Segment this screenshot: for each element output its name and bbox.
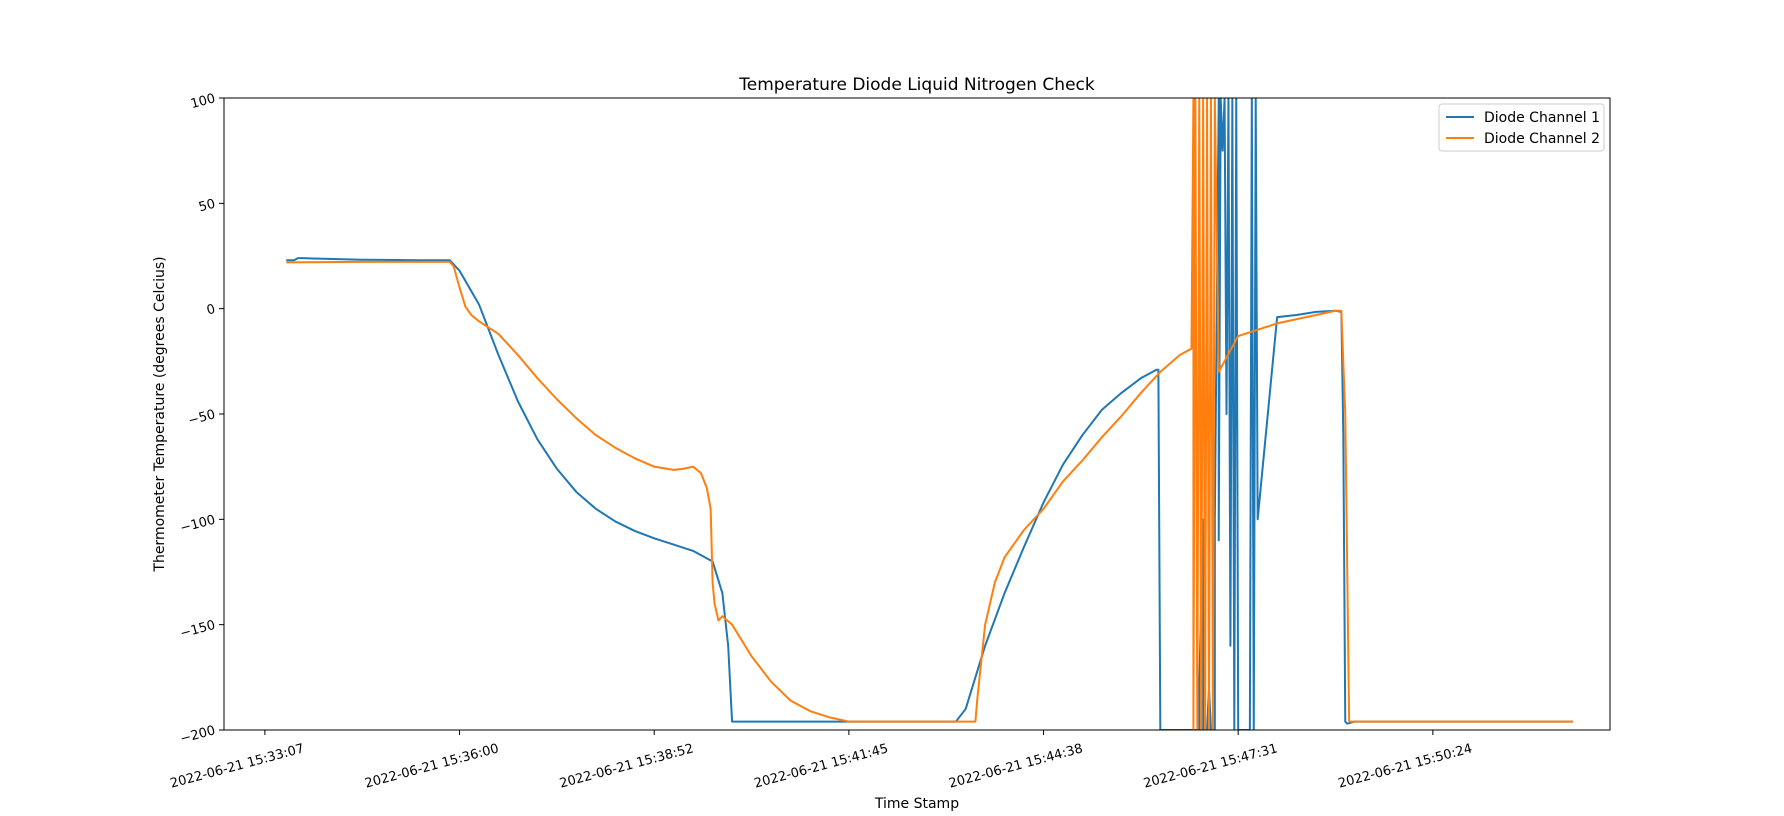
x-axis-label: Time Stamp bbox=[874, 796, 959, 812]
y-tick-label: 0 bbox=[205, 302, 217, 319]
series-layer bbox=[286, 98, 1574, 730]
y-tick-label: 100 bbox=[189, 91, 217, 112]
y-tick-label: −50 bbox=[187, 407, 217, 429]
series-line-channel-1 bbox=[286, 98, 1574, 730]
chart-title: Temperature Diode Liquid Nitrogen Check bbox=[738, 75, 1095, 95]
legend-label-channel-1: Diode Channel 1 bbox=[1484, 110, 1600, 126]
y-tick-label: 50 bbox=[197, 197, 217, 216]
legend-frame bbox=[1438, 103, 1605, 152]
y-axis-label: Thermometer Temperature (degrees Celcius… bbox=[152, 256, 168, 572]
series-line-channel-2 bbox=[286, 98, 1574, 730]
legend-label-channel-2: Diode Channel 2 bbox=[1484, 131, 1600, 147]
legend: Diode Channel 1 Diode Channel 2 bbox=[1438, 103, 1605, 152]
